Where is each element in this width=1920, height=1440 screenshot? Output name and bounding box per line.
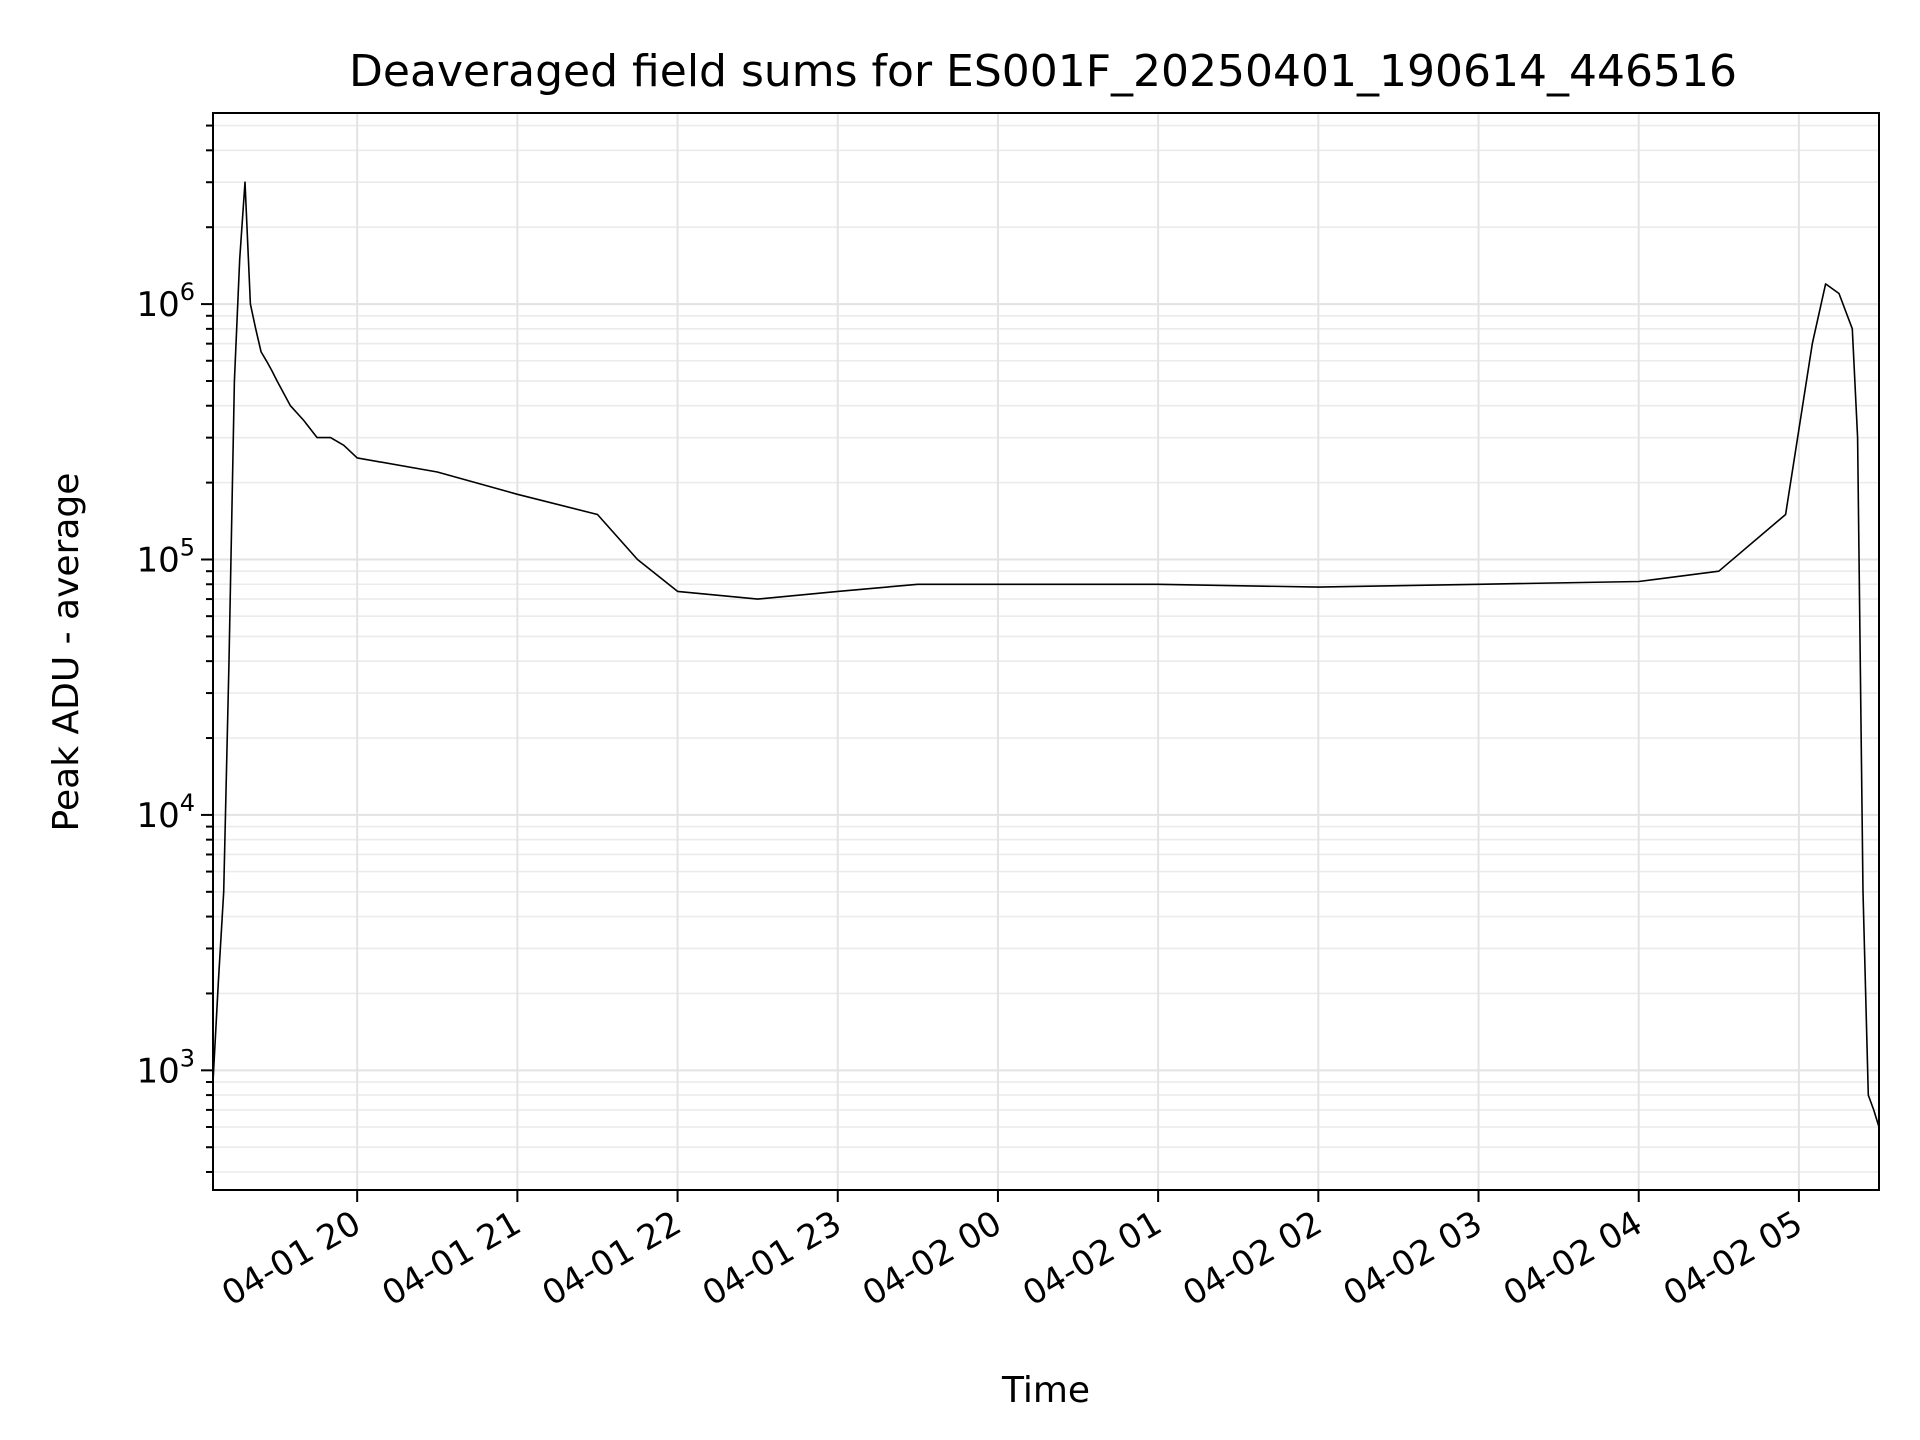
x-axis: 04-01 20 04-01 21 04-01 22 04-01 23 04-02 00… xyxy=(215,1190,1809,1314)
plot-frame xyxy=(212,112,1880,1191)
x-tick-label: 04-01 21 xyxy=(375,1203,527,1314)
x-tick-label: 04-02 04 xyxy=(1497,1203,1649,1314)
x-tick-label: 04-02 03 xyxy=(1337,1203,1489,1314)
chart-title: Deaveraged field sums for ES001F_2025040… xyxy=(349,46,1737,97)
x-tick-label: 04-01 20 xyxy=(215,1203,367,1314)
x-tick-label: 04-02 00 xyxy=(856,1203,1008,1314)
y-tick-label: 103 xyxy=(136,1044,195,1091)
x-tick-label: 04-01 23 xyxy=(696,1203,848,1314)
y-tick-label: 106 xyxy=(136,278,195,325)
x-tick-label: 04-02 01 xyxy=(1016,1203,1168,1314)
grid xyxy=(213,113,1879,1190)
series-layer xyxy=(212,181,1880,1128)
y-tick-label: 105 xyxy=(136,534,195,581)
x-tick-label: 04-02 05 xyxy=(1657,1203,1809,1314)
x-axis-label: Time xyxy=(1001,1370,1090,1411)
y-axis-label: Peak ADU - average xyxy=(46,473,87,832)
y-axis: 103 104 105 106 xyxy=(136,124,213,1173)
series-line xyxy=(212,181,1880,1128)
y-tick-label: 104 xyxy=(136,789,195,836)
x-tick-label: 04-01 22 xyxy=(536,1203,688,1314)
x-tick-label: 04-02 02 xyxy=(1176,1203,1328,1314)
